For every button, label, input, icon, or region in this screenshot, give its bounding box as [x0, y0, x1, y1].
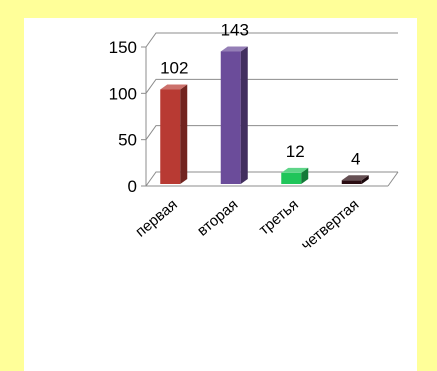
bar-side — [361, 175, 369, 184]
bar-front — [341, 180, 362, 184]
gridline — [145, 125, 398, 140]
bar — [220, 46, 248, 185]
bar-side — [180, 84, 188, 184]
bar — [341, 175, 369, 184]
y-tick-label: 50 — [118, 131, 137, 150]
x-category-label: четвертая — [298, 196, 362, 254]
bar-chart: 0 50 100 150 102 первая 143 вторая 12 третья 4 четв… — [109, 20, 399, 254]
bar-front — [160, 89, 181, 184]
bar-front — [220, 51, 241, 185]
axes — [141, 46, 399, 187]
bar — [281, 167, 309, 184]
bar — [160, 84, 188, 184]
bar-top — [220, 46, 248, 52]
data-label: 12 — [286, 142, 305, 161]
bar-side — [240, 46, 248, 185]
gridlines — [145, 32, 398, 187]
y-tick-label: 100 — [109, 84, 137, 103]
data-label: 143 — [221, 20, 249, 39]
gridline — [145, 32, 398, 48]
data-label: 4 — [351, 149, 360, 168]
plot-panel: 0 50 100 150 102 первая 143 вторая 12 третья 4 четв… — [24, 18, 417, 371]
bar-top — [160, 84, 188, 90]
bars — [160, 46, 369, 185]
x-category-label: первая — [132, 196, 181, 241]
x-category-label: вторая — [194, 196, 241, 240]
gridline — [145, 171, 398, 187]
bar-top — [341, 175, 369, 181]
floor-edge — [387, 171, 399, 187]
y-tick-label: 150 — [109, 38, 137, 57]
bar-front — [281, 172, 302, 184]
x-category-label: третья — [256, 196, 302, 239]
bar-top — [281, 167, 309, 173]
data-label: 102 — [160, 58, 188, 77]
gridline — [145, 78, 398, 94]
bar-side — [301, 167, 309, 184]
y-tick-label: 0 — [128, 177, 137, 196]
